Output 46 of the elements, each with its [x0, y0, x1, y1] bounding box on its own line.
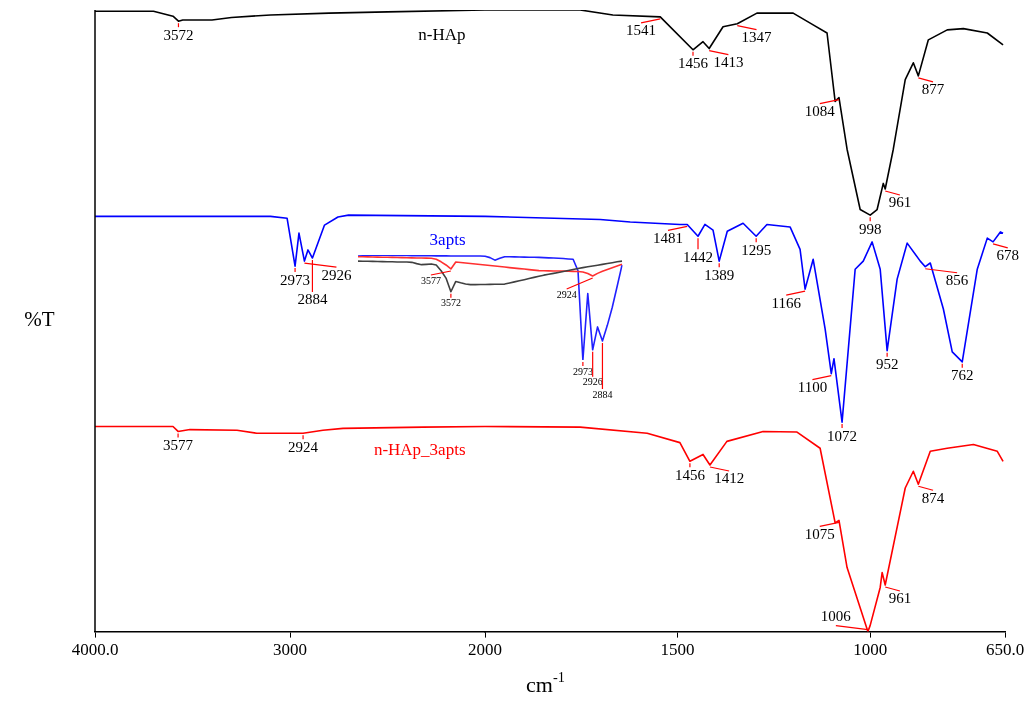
series-label: n-HAp — [418, 24, 466, 44]
y-axis-title: %T — [24, 307, 55, 332]
series-label: n-HAp_3apts — [373, 439, 466, 459]
x-tick-label: 1500 — [660, 640, 695, 660]
annotation: 1166 — [771, 294, 802, 311]
annotation: 1084 — [804, 103, 836, 120]
annotation: 961 — [888, 194, 912, 211]
annotation: 856 — [945, 272, 969, 289]
annotation: 678 — [996, 247, 1020, 264]
x-tick-label: 1000 — [853, 640, 888, 660]
annotation: 961 — [888, 590, 912, 607]
annotation: 2884 — [297, 291, 328, 308]
annotation: 1389 — [704, 266, 735, 283]
annotation: 1412 — [714, 470, 745, 487]
annotation: 1541 — [626, 22, 657, 39]
annotation: 1295 — [741, 241, 772, 258]
x-tick-label: 2000 — [468, 640, 502, 660]
annotation: 2973 — [280, 271, 311, 288]
annotation: 1456 — [678, 55, 709, 72]
annotation: 3577 — [420, 274, 441, 286]
annotation: 2924 — [288, 438, 319, 455]
annotation: 1347 — [741, 29, 772, 46]
annotation: 2884 — [592, 388, 613, 400]
annotation: 877 — [921, 81, 945, 98]
annotation: 1413 — [713, 53, 744, 70]
annotation: 3572 — [440, 297, 461, 309]
annotation: 874 — [921, 489, 945, 506]
annotation: 2924 — [556, 288, 577, 300]
annotation: 998 — [858, 220, 882, 237]
x-tick-label: 4000.0 — [71, 640, 119, 660]
annotation: 1456 — [674, 466, 706, 483]
annotation: 2926 — [582, 376, 603, 388]
annotation: 3577 — [163, 436, 194, 453]
annotation: 952 — [875, 356, 899, 373]
annotation: 1442 — [683, 248, 714, 265]
annotation: 1006 — [820, 608, 852, 625]
annotation: 1481 — [653, 229, 684, 246]
annotation: 1100 — [797, 379, 828, 396]
annotation: 762 — [950, 367, 974, 384]
annotation: 2926 — [321, 266, 352, 283]
annotation: 1075 — [804, 525, 835, 542]
annotation: 3572 — [163, 26, 194, 43]
x-tick-label: 3000 — [273, 640, 307, 660]
x-tick-label: 650.0 — [985, 640, 1025, 660]
annotation: 1072 — [827, 427, 858, 444]
series-label: 3apts — [429, 229, 466, 249]
